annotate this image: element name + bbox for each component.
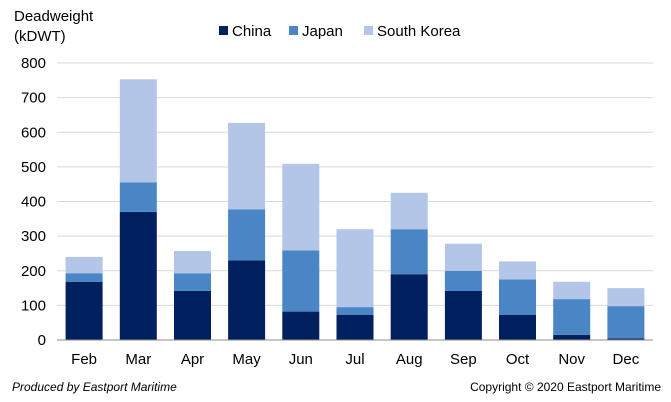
bar-japan-jun [282, 250, 320, 312]
bar-south-korea-sep [444, 243, 482, 271]
legend-swatch [219, 26, 228, 35]
bar-china-feb [65, 281, 103, 340]
y-tick-label: 400 [21, 194, 46, 211]
bar-japan-dec [607, 306, 645, 339]
bar-japan-jul [336, 307, 374, 315]
y-tick-label: 0 [38, 332, 46, 349]
bar-series [65, 79, 645, 340]
bar-china-nov [553, 334, 591, 340]
y-axis-title-line1: Deadweight [14, 8, 94, 25]
y-tick-label: 800 [21, 55, 46, 72]
stacked-bar-chart: 0 100 200 300 400 500 600 700 800 Feb Mar Apr May Jun… [14, 8, 653, 368]
bar-china-sep [444, 290, 482, 340]
legend-label: South Korea [377, 23, 461, 40]
bar-japan-nov [553, 299, 591, 335]
y-tick-label: 200 [21, 263, 46, 280]
bar-china-mar [119, 211, 157, 340]
x-tick-label: Oct [506, 351, 530, 368]
bar-china-may [228, 260, 266, 340]
bar-china-apr [174, 290, 211, 340]
x-tick-label: Jun [289, 351, 313, 368]
legend-swatch [364, 26, 373, 35]
bar-south-korea-mar [119, 79, 157, 183]
y-tick-label: 100 [21, 297, 46, 314]
bar-japan-aug [390, 229, 428, 275]
bar-japan-feb [65, 273, 103, 282]
y-axis-title-line2: (kDWT) [14, 28, 66, 45]
x-tick-label: May [232, 351, 261, 368]
x-tick-label: Feb [71, 351, 97, 368]
bar-south-korea-jun [282, 163, 320, 251]
bar-south-korea-nov [553, 281, 591, 300]
bar-south-korea-aug [390, 192, 428, 230]
bar-south-korea-feb [65, 256, 103, 274]
footer-credit: Produced by Eastport Maritime [12, 380, 177, 394]
x-tick-label: Sep [450, 351, 477, 368]
legend-swatch [289, 26, 298, 35]
x-tick-label: Apr [181, 351, 204, 368]
bar-japan-sep [444, 270, 482, 291]
bar-south-korea-apr [174, 251, 211, 274]
legend-label: Japan [302, 23, 343, 40]
legend: China Japan South Korea [219, 23, 461, 40]
y-tick-label: 600 [21, 124, 46, 141]
y-tick-label: 300 [21, 228, 46, 245]
bar-china-aug [390, 274, 428, 340]
bar-japan-mar [119, 182, 157, 212]
footer-copyright: Copyright © 2020 Eastport Maritime [470, 380, 661, 394]
axes: 0 100 200 300 400 500 600 700 800 Feb Mar Apr May Jun… [21, 55, 653, 368]
x-tick-label: Nov [558, 351, 585, 368]
legend-label: China [232, 23, 272, 40]
x-tick-label: Jul [345, 351, 364, 368]
y-tick-label: 500 [21, 159, 46, 176]
y-tick-label: 700 [21, 90, 46, 107]
bar-south-korea-jul [336, 229, 374, 308]
bar-china-jun [282, 311, 320, 340]
bar-japan-apr [174, 273, 211, 291]
bar-japan-may [228, 209, 266, 261]
bar-china-jul [336, 314, 374, 340]
bar-south-korea-dec [607, 288, 645, 307]
x-tick-label: Mar [125, 351, 151, 368]
bar-china-oct [499, 314, 536, 340]
bar-south-korea-may [228, 122, 266, 210]
bar-south-korea-oct [499, 261, 536, 280]
x-tick-label: Aug [396, 351, 423, 368]
bar-china-dec [607, 338, 645, 340]
x-tick-label: Dec [613, 351, 640, 368]
bar-japan-oct [499, 279, 536, 315]
